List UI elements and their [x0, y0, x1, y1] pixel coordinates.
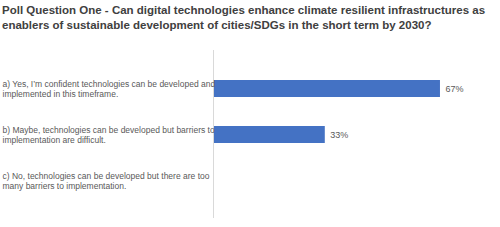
html-text:Poll Question One - Can digita: Poll Question One - Can digital technolo… [2, 4, 486, 31]
svg-text:b) Maybe, technologies can be: b) Maybe, technologies can be developed … [3, 125, 215, 145]
svg-text:c) No, technologies can be dev: c) No, technologies can be developed but… [3, 171, 210, 191]
svg-text:33%: 33% [330, 130, 348, 140]
svg-text:a) Yes, I’m confident technolo: a) Yes, I’m confident technologies can b… [3, 79, 216, 99]
svg-text:67%: 67% [445, 84, 463, 94]
